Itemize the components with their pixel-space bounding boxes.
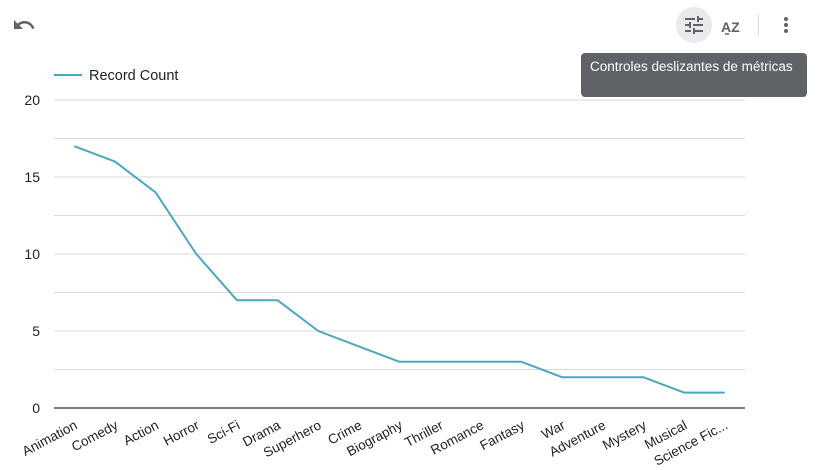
- more-vert-icon: [784, 17, 788, 33]
- metric-sliders-tooltip: Controles deslizantes de métricas: [581, 53, 807, 97]
- y-tick-label: 15: [24, 169, 40, 185]
- x-tick-label: Action: [121, 417, 161, 448]
- series-line: [73, 145, 725, 394]
- x-tick-label: Horror: [161, 417, 202, 448]
- tune-icon: [685, 16, 703, 34]
- x-tick-label: Animation: [20, 417, 80, 458]
- sort-az-button[interactable]: AZ: [712, 7, 748, 43]
- x-tick-label: Fantasy: [477, 417, 527, 453]
- x-tick-label: Mystery: [600, 417, 649, 453]
- metric-sliders-button[interactable]: [676, 7, 712, 43]
- y-tick-label: 20: [24, 92, 40, 108]
- toolbar-divider: [758, 14, 759, 36]
- legend-label: Record Count: [89, 68, 178, 84]
- undo-button[interactable]: [6, 7, 42, 43]
- y-tick-label: 5: [32, 323, 40, 339]
- y-tick-label: 0: [32, 400, 40, 416]
- sort-az-icon: AZ: [721, 19, 740, 35]
- x-tick-label: Comedy: [69, 417, 121, 454]
- y-tick-label: 10: [24, 246, 40, 262]
- sort-az-label: AZ: [721, 19, 740, 35]
- undo-icon: [14, 20, 35, 29]
- more-options-button[interactable]: [768, 7, 804, 43]
- x-tick-label: Sci-Fi: [205, 417, 243, 446]
